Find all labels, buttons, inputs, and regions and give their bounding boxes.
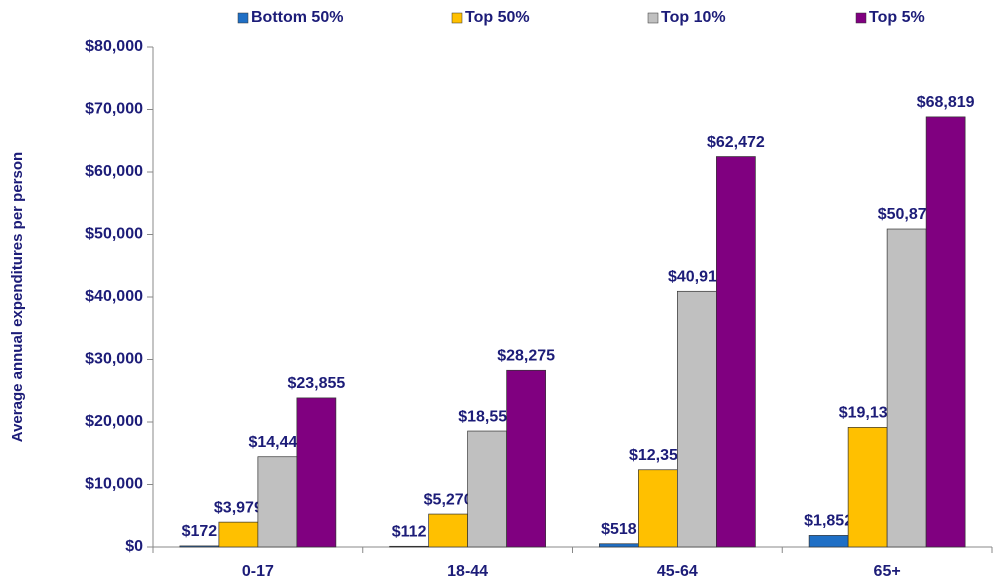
value-label: $28,275	[497, 348, 555, 365]
bar	[847, 427, 888, 548]
value-label: $5,270	[424, 491, 473, 508]
value-label: $50,876	[878, 206, 936, 223]
value-label: $18,553	[458, 408, 516, 425]
x-tick-label: 18-44	[447, 563, 488, 580]
bar	[389, 545, 429, 548]
legend-label: Top 50%	[465, 9, 530, 26]
bar	[467, 430, 507, 548]
bar	[428, 513, 468, 548]
value-label: $19,139	[839, 405, 897, 422]
x-tick-label: 45-64	[657, 563, 698, 580]
value-label: $14,442	[248, 434, 306, 451]
y-axis-label: Average annual expenditures per person	[9, 152, 26, 442]
y-tick-label: $70,000	[85, 101, 143, 118]
value-label: $12,359	[629, 447, 687, 464]
y-tick-label: $10,000	[85, 476, 143, 493]
y-tick-label: $20,000	[85, 413, 143, 430]
y-tick-label: $0	[125, 538, 143, 555]
y-tick-label: $80,000	[85, 38, 143, 55]
bar	[296, 397, 337, 548]
value-label: $172	[182, 523, 218, 540]
bar	[925, 116, 966, 548]
legend-label: Top 10%	[661, 9, 726, 26]
value-label: $3,979	[214, 499, 263, 516]
y-tick-label: $60,000	[85, 163, 143, 180]
value-label: $68,819	[917, 94, 975, 111]
value-label: $1,852	[804, 513, 853, 530]
x-tick-label: 0-17	[242, 563, 274, 580]
bar	[179, 545, 220, 548]
value-label: $40,912	[668, 269, 726, 286]
value-label: $23,855	[287, 375, 345, 392]
bar	[716, 156, 756, 548]
legend-label: Bottom 50%	[251, 9, 343, 26]
y-tick-label: $50,000	[85, 226, 143, 243]
y-tick-label: $40,000	[85, 288, 143, 305]
bar	[218, 521, 259, 548]
x-tick-label: 65+	[874, 563, 901, 580]
bar	[886, 228, 927, 548]
legend-swatch	[451, 12, 463, 24]
bar	[599, 543, 639, 548]
legend-swatch	[855, 12, 867, 24]
legend-swatch	[237, 12, 249, 24]
bar	[808, 535, 849, 548]
y-tick-label: $30,000	[85, 351, 143, 368]
bar	[677, 290, 717, 548]
value-label: $62,472	[707, 134, 765, 151]
legend-swatch	[647, 12, 659, 24]
value-label: $518	[601, 521, 637, 538]
legend-label: Top 5%	[869, 9, 925, 26]
bar	[257, 456, 298, 548]
value-label: $112	[392, 524, 427, 541]
bar	[506, 369, 546, 548]
bar	[638, 469, 678, 548]
